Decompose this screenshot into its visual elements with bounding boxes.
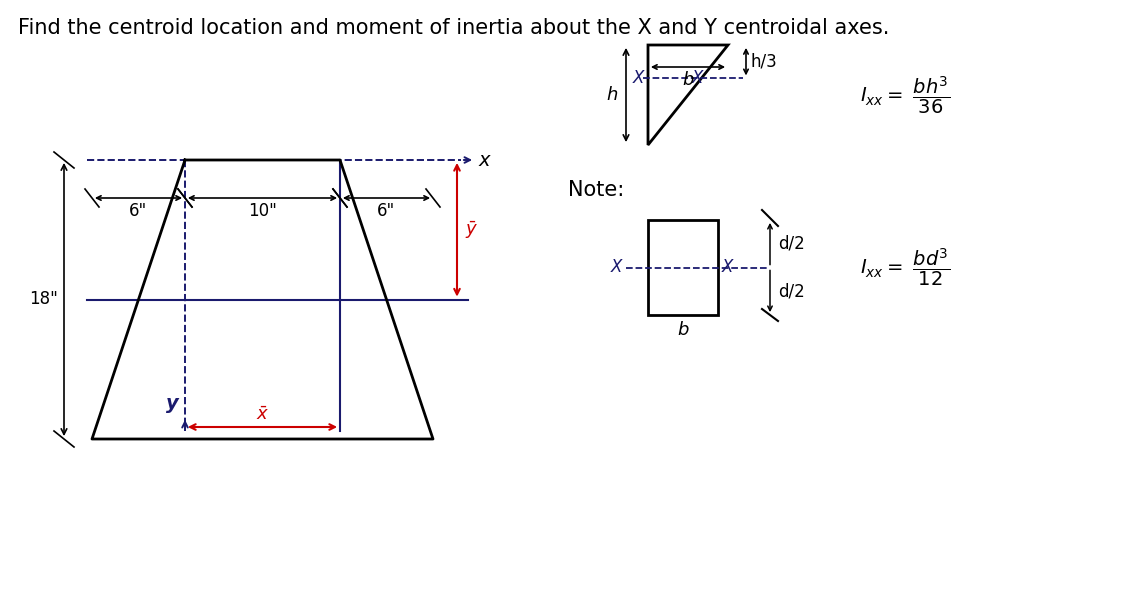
Bar [647, 220, 718, 315]
Text: X: X [633, 70, 644, 87]
Text: $\bar{y}$: $\bar{y}$ [465, 219, 479, 240]
Text: 6": 6" [377, 202, 395, 220]
Text: X: X [722, 259, 733, 276]
Text: $\mathit{I}_{xx}{=}\ \dfrac{\mathit{b}\mathit{d}^3}{12}$: $\mathit{I}_{xx}{=}\ \dfrac{\mathit{b}\m… [860, 246, 950, 289]
Text: $\mathit{I}_{xx}{=}\ \dfrac{\mathit{b}\mathit{h}^3}{36}$: $\mathit{I}_{xx}{=}\ \dfrac{\mathit{b}\m… [860, 74, 950, 116]
Text: X: X [692, 70, 704, 87]
Text: d/2: d/2 [778, 282, 805, 300]
Text: 10": 10" [248, 202, 277, 220]
Text: $\bar{x}$: $\bar{x}$ [256, 406, 269, 424]
Text: b: b [682, 71, 694, 89]
Text: h/3: h/3 [751, 52, 778, 71]
Text: d/2: d/2 [778, 235, 805, 253]
Text: y: y [167, 394, 179, 413]
Text: x: x [479, 151, 491, 170]
Text: b: b [678, 321, 689, 339]
Text: 6": 6" [129, 202, 148, 220]
Text: h: h [607, 86, 618, 104]
Text: 18": 18" [29, 290, 59, 309]
Text: Note:: Note: [568, 180, 624, 200]
Text: X: X [610, 259, 622, 276]
Text: Find the centroid location and moment of inertia about the X and Y centroidal ax: Find the centroid location and moment of… [18, 18, 890, 38]
